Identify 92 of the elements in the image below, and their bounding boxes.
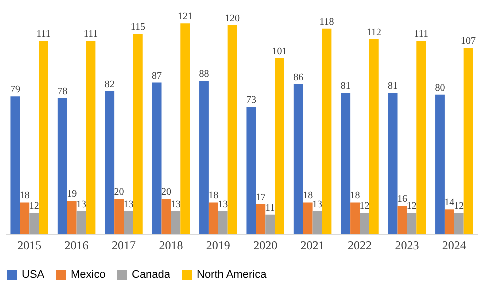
data-label: 11 (266, 202, 276, 214)
bar (294, 84, 304, 234)
bar (388, 93, 398, 234)
bar (464, 48, 474, 234)
x-tick-label: 2020 (254, 238, 278, 252)
bar (208, 202, 218, 234)
data-label: 14 (444, 198, 455, 209)
legend-label: Canada (132, 269, 172, 281)
bar (312, 211, 322, 234)
data-label: 111 (84, 29, 98, 40)
legend-label: North America (197, 269, 268, 281)
bar (416, 41, 426, 234)
bar (162, 199, 172, 234)
bar (10, 96, 20, 234)
x-tick-label: 2015 (18, 238, 42, 252)
data-label: 18 (20, 190, 30, 202)
bar (114, 199, 124, 234)
legend-label: USA (22, 269, 46, 281)
bar (180, 24, 190, 234)
legend-label: Mexico (71, 269, 106, 281)
data-label: 120 (225, 13, 240, 24)
data-label: 107 (461, 36, 476, 47)
data-label: 18 (208, 190, 219, 202)
data-label: 81 (388, 81, 398, 92)
x-tick-label: 2019 (206, 238, 230, 252)
bar (266, 214, 276, 234)
data-label: 20 (114, 187, 124, 198)
data-label: 112 (366, 27, 382, 38)
data-label: 86 (294, 72, 304, 84)
data-label: 12 (406, 201, 417, 212)
bar (152, 82, 162, 234)
data-label: 13 (218, 199, 228, 210)
bar (398, 206, 408, 234)
x-tick-label: 2017 (112, 238, 136, 252)
data-label: 81 (340, 81, 351, 92)
bar (246, 107, 256, 234)
bar (76, 211, 86, 234)
data-label: 88 (199, 69, 210, 80)
data-label: 101 (272, 46, 288, 58)
bar (171, 211, 181, 234)
data-label: 121 (178, 12, 193, 23)
data-label: 111 (36, 29, 51, 40)
bar (454, 213, 464, 234)
x-tick-label: 2024 (442, 238, 466, 252)
bar (303, 202, 313, 234)
bar (407, 213, 417, 234)
bar (322, 28, 332, 234)
bar (218, 211, 228, 234)
data-label: 80 (435, 82, 446, 94)
bar (341, 93, 351, 234)
data-label: 111 (414, 29, 428, 40)
x-tick-label: 2023 (395, 238, 420, 252)
bar (256, 204, 266, 234)
data-label: 18 (303, 190, 314, 202)
bar (369, 39, 379, 234)
bar (133, 34, 143, 234)
x-tick-label: 2018 (159, 238, 184, 252)
bar (58, 98, 68, 234)
data-label: 12 (29, 201, 40, 212)
bar (86, 41, 96, 234)
data-label: 78 (58, 86, 68, 98)
data-label: 87 (152, 70, 162, 82)
bar (30, 213, 40, 234)
data-label: 79 (10, 84, 20, 96)
data-label: 20 (161, 187, 172, 198)
bar (105, 91, 115, 234)
data-label: 13 (124, 199, 134, 210)
bar (67, 200, 77, 234)
data-label: 12 (360, 201, 370, 212)
data-label: 17 (256, 192, 266, 204)
data-label: 16 (397, 194, 408, 206)
bar (444, 210, 454, 234)
bar (39, 41, 48, 234)
bar (350, 202, 360, 234)
bar (436, 94, 445, 234)
x-tick-label: 2016 (64, 238, 89, 252)
bar (228, 25, 238, 234)
data-label: 82 (104, 79, 115, 90)
bar (200, 81, 209, 234)
x-tick-label: 2021 (300, 238, 325, 252)
data-label: 115 (130, 22, 146, 34)
bar (20, 202, 30, 234)
data-label: 73 (246, 95, 256, 106)
data-label: 18 (350, 190, 360, 202)
bar (360, 213, 370, 234)
bar (275, 58, 284, 234)
data-label: 19 (67, 188, 78, 200)
data-label: 118 (320, 16, 334, 28)
data-label: 12 (454, 201, 464, 212)
data-label: 13 (170, 199, 181, 210)
bar (124, 211, 134, 234)
x-tick-label: 2022 (348, 238, 372, 252)
